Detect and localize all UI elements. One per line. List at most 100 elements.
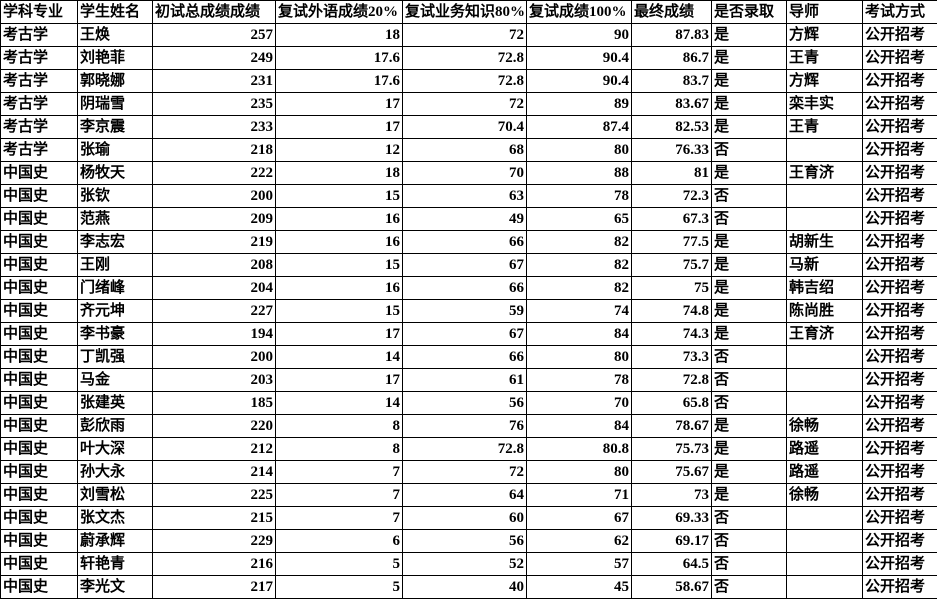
prelim-score-cell: 203 [152, 368, 276, 392]
major-cell: 中国史 [0, 506, 78, 530]
major-cell: 中国史 [0, 207, 78, 231]
admitted-cell: 是 [711, 161, 787, 185]
name-cell: 张建英 [77, 391, 153, 415]
advisor-cell: 路遥 [786, 437, 863, 461]
exam-type-cell: 公开招考 [862, 299, 937, 323]
foreign-lang-cell: 17 [275, 115, 403, 139]
advisor-cell: 方辉 [786, 23, 863, 47]
retest-score-cell: 82 [526, 276, 632, 300]
data-row: 考古学 阴瑞雪 235 17 72 89 83.67 是栾丰实 公开招考 [0, 92, 937, 116]
exam-type-cell: 公开招考 [862, 437, 937, 461]
professional-cell: 60 [402, 506, 527, 530]
exam-type-cell: 公开招考 [862, 115, 937, 139]
header-row: 学科专业 学生姓名 初试总成绩成绩 复试外语成绩20% 复试业务知识80% 复试成绩100… [0, 0, 937, 24]
prelim-score-cell: 214 [152, 460, 276, 484]
final-score-cell: 74.8 [631, 299, 712, 323]
advisor-cell: 王青 [786, 46, 863, 70]
data-row: 中国史 轩艳青 216 5 52 57 64.5 否 公开招考 [0, 552, 937, 576]
data-row: 中国史 彭欣雨 220 8 76 84 78.67 是徐畅 公开招考 [0, 414, 937, 438]
major-cell: 中国史 [0, 253, 78, 277]
name-cell: 李书豪 [77, 322, 153, 346]
retest-score-cell: 90.4 [526, 69, 632, 93]
foreign-lang-cell: 6 [275, 529, 403, 553]
data-row: 中国史 叶大深 212 8 72.8 80.8 75.73 是路遥 公开招考 [0, 437, 937, 461]
foreign-lang-cell: 15 [275, 253, 403, 277]
foreign-lang-cell: 5 [275, 575, 403, 599]
name-cell: 刘艳菲 [77, 46, 153, 70]
retest-score-cell: 78 [526, 184, 632, 208]
final-score-cell: 75.7 [631, 253, 712, 277]
header-cell: 初试总成绩成绩 [152, 0, 276, 24]
professional-cell: 70 [402, 161, 527, 185]
exam-type-cell: 公开招考 [862, 46, 937, 70]
header-cell: 复试外语成绩20% [275, 0, 403, 24]
final-score-cell: 86.7 [631, 46, 712, 70]
name-cell: 马金 [77, 368, 153, 392]
major-cell: 中国史 [0, 483, 78, 507]
admitted-cell: 否 [711, 575, 787, 599]
admitted-cell: 是 [711, 276, 787, 300]
header-cell: 考试方式 [862, 0, 937, 24]
major-cell: 中国史 [0, 368, 78, 392]
admitted-cell: 否 [711, 207, 787, 231]
name-cell: 李志宏 [77, 230, 153, 254]
prelim-score-cell: 257 [152, 23, 276, 47]
exam-type-cell: 公开招考 [862, 391, 937, 415]
data-row: 中国史 张文杰 215 7 60 67 69.33 否 公开招考 [0, 506, 937, 530]
professional-cell: 64 [402, 483, 527, 507]
prelim-score-cell: 231 [152, 69, 276, 93]
data-row: 中国史 杨牧天 222 18 70 88 81 是王育济 公开招考 [0, 161, 937, 185]
exam-type-cell: 公开招考 [862, 184, 937, 208]
data-row: 中国史 刘雪松 225 7 64 71 73 是徐畅 公开招考 [0, 483, 937, 507]
major-cell: 中国史 [0, 414, 78, 438]
prelim-score-cell: 233 [152, 115, 276, 139]
data-row: 中国史 张钦 200 15 63 78 72.3 否 公开招考 [0, 184, 937, 208]
exam-type-cell: 公开招考 [862, 322, 937, 346]
professional-cell: 72.8 [402, 46, 527, 70]
header-cell: 复试成绩100% [526, 0, 632, 24]
retest-score-cell: 90.4 [526, 46, 632, 70]
retest-score-cell: 65 [526, 207, 632, 231]
prelim-score-cell: 225 [152, 483, 276, 507]
admitted-cell: 否 [711, 506, 787, 530]
professional-cell: 70.4 [402, 115, 527, 139]
advisor-cell [786, 529, 863, 553]
name-cell: 门绪峰 [77, 276, 153, 300]
professional-cell: 59 [402, 299, 527, 323]
advisor-cell: 韩吉绍 [786, 276, 863, 300]
final-score-cell: 67.3 [631, 207, 712, 231]
foreign-lang-cell: 14 [275, 345, 403, 369]
retest-score-cell: 80 [526, 138, 632, 162]
foreign-lang-cell: 17.6 [275, 69, 403, 93]
foreign-lang-cell: 15 [275, 299, 403, 323]
advisor-cell: 马新 [786, 253, 863, 277]
professional-cell: 72.8 [402, 69, 527, 93]
major-cell: 中国史 [0, 299, 78, 323]
data-row: 中国史 齐元坤 227 15 59 74 74.8 是陈尚胜 公开招考 [0, 299, 937, 323]
advisor-cell [786, 138, 863, 162]
exam-type-cell: 公开招考 [862, 552, 937, 576]
exam-type-cell: 公开招考 [862, 207, 937, 231]
final-score-cell: 83.67 [631, 92, 712, 116]
admitted-cell: 否 [711, 138, 787, 162]
major-cell: 考古学 [0, 115, 78, 139]
admitted-cell: 是 [711, 299, 787, 323]
retest-score-cell: 45 [526, 575, 632, 599]
name-cell: 范燕 [77, 207, 153, 231]
prelim-score-cell: 194 [152, 322, 276, 346]
final-score-cell: 75.73 [631, 437, 712, 461]
admitted-cell: 否 [711, 529, 787, 553]
foreign-lang-cell: 12 [275, 138, 403, 162]
foreign-lang-cell: 7 [275, 483, 403, 507]
professional-cell: 76 [402, 414, 527, 438]
data-row: 中国史 李光文 217 5 40 45 58.67 否 公开招考 [0, 575, 937, 599]
professional-cell: 66 [402, 276, 527, 300]
data-row: 考古学 刘艳菲 249 17.6 72.8 90.4 86.7 是王青 公开招考 [0, 46, 937, 70]
retest-score-cell: 80 [526, 460, 632, 484]
data-row: 考古学 李京震 233 17 70.4 87.4 82.53 是王青 公开招考 [0, 115, 937, 139]
retest-score-cell: 80 [526, 345, 632, 369]
major-cell: 中国史 [0, 575, 78, 599]
data-row: 中国史 李书豪 194 17 67 84 74.3 是王育济 公开招考 [0, 322, 937, 346]
name-cell: 张文杰 [77, 506, 153, 530]
